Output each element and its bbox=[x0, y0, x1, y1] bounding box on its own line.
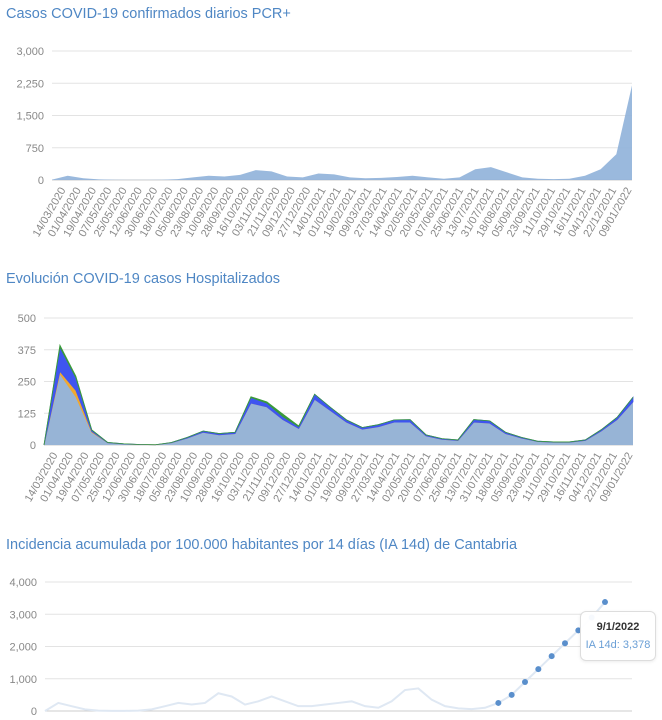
y-tick-label: 750 bbox=[26, 143, 44, 155]
tooltip-date: 9/1/2022 bbox=[596, 621, 640, 633]
tooltip-value: IA 14d: 3,378 bbox=[585, 639, 651, 651]
y-tick-label: 0 bbox=[30, 440, 36, 452]
y-tick-label: 3,000 bbox=[9, 609, 37, 621]
line-series bbox=[44, 601, 606, 712]
y-tick-label: 0 bbox=[31, 706, 37, 718]
data-point bbox=[602, 599, 608, 606]
data-point bbox=[508, 691, 515, 698]
data-point bbox=[562, 640, 568, 647]
chart3-title: Incidencia acumulada por 100.000 habitan… bbox=[6, 537, 518, 553]
y-tick-label: 125 bbox=[18, 408, 36, 420]
y-tick-label: 250 bbox=[18, 377, 36, 389]
area-series-1 bbox=[44, 373, 633, 445]
y-tick-label: 4,000 bbox=[9, 577, 37, 589]
chart1-title: Casos COVID-19 confirmados diarios PCR+ bbox=[6, 6, 291, 22]
chart3-tooltip: 9/1/2022 IA 14d: 3,378 bbox=[580, 611, 656, 661]
data-point bbox=[535, 666, 542, 673]
y-tick-label: 375 bbox=[18, 345, 36, 357]
y-tick-label: 3,000 bbox=[16, 46, 44, 58]
y-tick-label: 1,000 bbox=[9, 674, 37, 686]
data-point bbox=[495, 699, 502, 706]
chart2-title: Evolución COVID-19 casos Hospitalizados bbox=[6, 271, 281, 287]
data-point bbox=[548, 653, 555, 660]
y-tick-label: 500 bbox=[18, 313, 36, 325]
y-tick-label: 2,000 bbox=[9, 642, 37, 654]
data-point bbox=[575, 627, 582, 634]
y-tick-label: 1,500 bbox=[16, 111, 44, 123]
area-series-4 bbox=[43, 343, 634, 446]
data-point bbox=[522, 678, 528, 685]
y-tick-label: 0 bbox=[38, 175, 44, 187]
area-series-1 bbox=[52, 85, 632, 180]
y-tick-label: 2,250 bbox=[16, 78, 44, 90]
